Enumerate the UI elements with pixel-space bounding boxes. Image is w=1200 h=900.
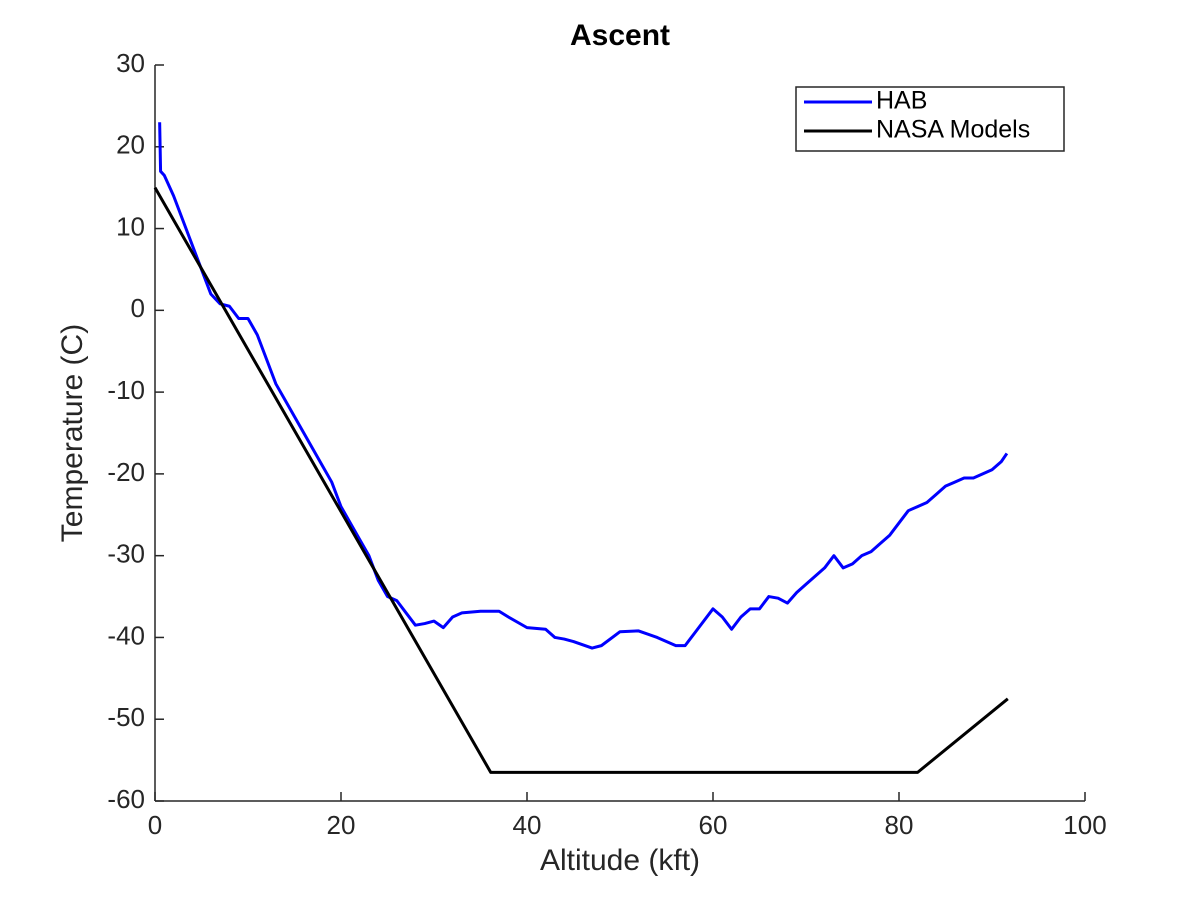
y-tick-label: -10 — [107, 375, 145, 405]
y-tick-label: -60 — [107, 784, 145, 814]
y-tick-label: -50 — [107, 702, 145, 732]
x-axis-label: Altitude (kft) — [540, 844, 700, 877]
y-tick-label: 30 — [116, 48, 145, 78]
y-tick-label: -40 — [107, 620, 145, 650]
x-tick-label: 100 — [1063, 810, 1106, 840]
y-axis-label: Temperature (C) — [56, 324, 89, 542]
x-tick-label: 0 — [148, 810, 162, 840]
x-tick-label: 20 — [327, 810, 356, 840]
data-line — [158, 122, 1009, 650]
y-tick-label: 0 — [131, 293, 145, 323]
legend-box — [795, 86, 1065, 152]
chart-title: Ascent — [570, 19, 670, 52]
x-tick-label: 40 — [513, 810, 542, 840]
y-tick-label: -20 — [107, 457, 145, 487]
x-tick-label: 60 — [699, 810, 728, 840]
x-tick-label: 80 — [885, 810, 914, 840]
y-tick-label: 10 — [116, 211, 145, 241]
legend-label: HAB — [876, 87, 927, 115]
y-tick-label: 20 — [116, 130, 145, 160]
data-line — [153, 186, 1009, 774]
legend-label: NASA Models — [876, 116, 1030, 144]
y-tick-label: -30 — [107, 539, 145, 569]
